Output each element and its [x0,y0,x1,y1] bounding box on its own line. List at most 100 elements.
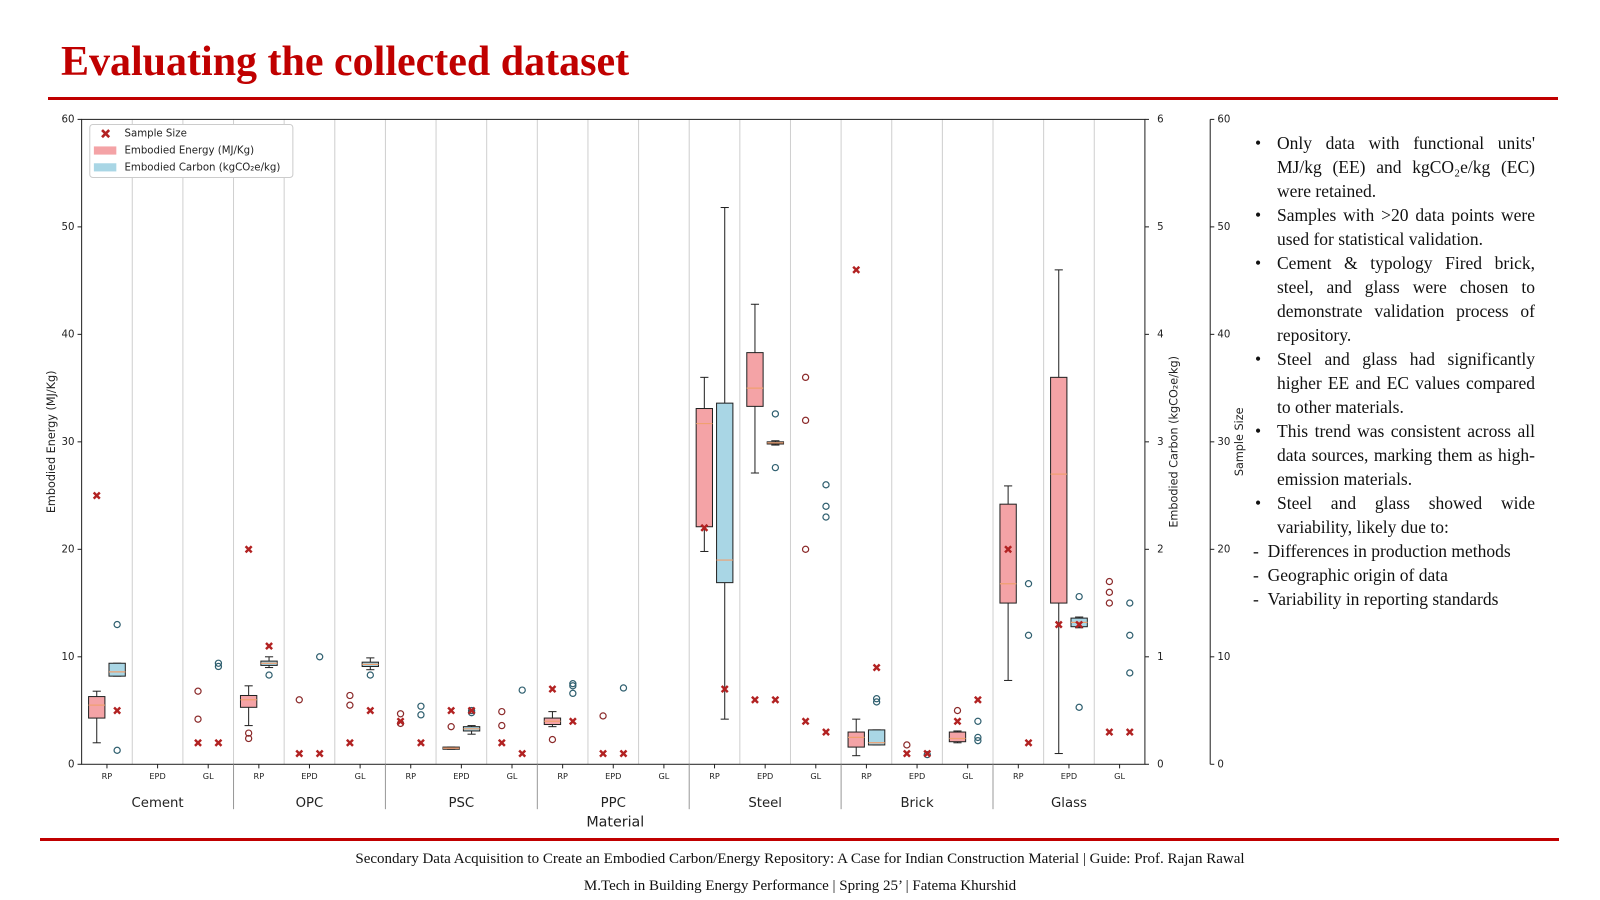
box [847,731,865,748]
outlier [903,741,911,749]
box [108,662,126,677]
sample-size [366,706,375,715]
x-axis-label: Material [586,814,644,830]
outlier [244,729,253,737]
box [716,402,734,584]
y2-tick-label: 2 [1157,544,1163,555]
y-axis-label: Embodied Energy (MJ/Kg) [45,370,58,513]
legend-label: Embodied Carbon (kgCO₂e/kg) [124,162,280,173]
box [1050,376,1068,604]
x-tick-label: RP [102,771,113,781]
footer-line: M.Tech in Building Energy Performance | … [583,878,1017,894]
x-tick-label: RP [557,771,568,781]
box [239,694,258,708]
outlier [974,736,982,745]
sample-size [751,695,759,704]
sample-size [1004,545,1013,554]
sample-size [467,706,476,715]
group-label: Steel [748,796,782,811]
sample-size [315,749,324,758]
outlier [569,682,577,690]
title-rule [48,97,1558,100]
y-tick-label: 10 [62,652,75,663]
outlier [113,746,121,754]
y2-tick-label: 1 [1157,652,1163,663]
outlier [1126,669,1134,677]
y2-tick-label: 6 [1157,114,1163,125]
box [746,352,764,407]
outlier [447,722,455,731]
footer: Secondary Data Acquisition to Create an … [0,846,1600,900]
outlier [194,715,202,723]
outlier [599,712,607,720]
sample-size [1054,620,1063,629]
y-tick-label: 30 [62,437,75,448]
x-tick-label: RP [709,771,720,781]
x-tick-label: RP [1013,771,1024,781]
outlier [974,717,982,725]
x-tick-label: EPD [605,771,621,781]
outlier [771,410,780,418]
outlier [801,545,810,553]
plot-frame [81,118,1146,765]
outlier [244,734,253,743]
footer-line: Secondary Data Acquisition to Create an … [355,851,1245,867]
notes-list: Only data with functional units' MJ/kg (… [1253,131,1535,611]
box [948,731,967,743]
y3-tick-label: 50 [1217,222,1230,233]
outlier [467,706,476,715]
sample-size [1024,738,1033,747]
sample-size [1075,620,1084,629]
sample-size [599,749,607,758]
sample-size [700,523,709,532]
sample-size [973,695,982,704]
legend-marker [101,129,111,139]
outlier [822,481,830,489]
y2-tick-label: 0 [1157,759,1163,770]
box [867,729,886,746]
y-tick-label: 20 [62,544,75,555]
sample-size [295,749,304,758]
outlier [569,680,577,688]
x-tick-label: RP [254,771,265,781]
y2-tick-label: 3 [1157,437,1163,448]
outlier [822,513,830,521]
bullet: This trend was consistent across all dat… [1253,419,1535,491]
box [695,408,713,528]
x-tick-label: EPD [909,771,925,781]
x-tick-label: EPD [1061,771,1077,781]
outlier [417,711,425,719]
y2-axis-label: Embodied Carbon (kgCO₂e/kg) [1167,356,1180,528]
group-label: Brick [900,796,934,811]
outlier [1126,599,1134,607]
notes: Only data with functional units' MJ/kg (… [1253,131,1535,611]
sample-size [396,717,405,726]
sample-size [194,738,202,747]
group-label: Glass [1051,796,1087,811]
outlier [822,502,830,511]
sample-size [801,717,810,726]
x-tick-label: EPD [301,771,317,781]
outlier [1024,580,1033,588]
group-label: OPC [296,796,324,811]
outlier [316,653,324,661]
outlier [396,710,405,718]
sample-size [417,738,425,747]
sample-size [1125,728,1134,736]
outlier [974,733,982,742]
sample-size [497,738,506,747]
y2-tick-label: 5 [1157,222,1163,233]
sample-size [953,717,962,726]
outlier [1126,631,1134,639]
x-tick-label: GL [1114,771,1125,781]
outlier [1105,599,1114,607]
outlier [1075,592,1083,601]
sub-item: Differences in production methods [1253,539,1535,563]
group-label: Cement [132,796,184,811]
x-tick-label: GL [203,771,214,781]
outlier [1024,631,1033,639]
y3-tick-label: 40 [1217,329,1230,340]
sample-size [852,265,861,274]
bullet: Only data with functional units' MJ/kg (… [1253,131,1535,203]
